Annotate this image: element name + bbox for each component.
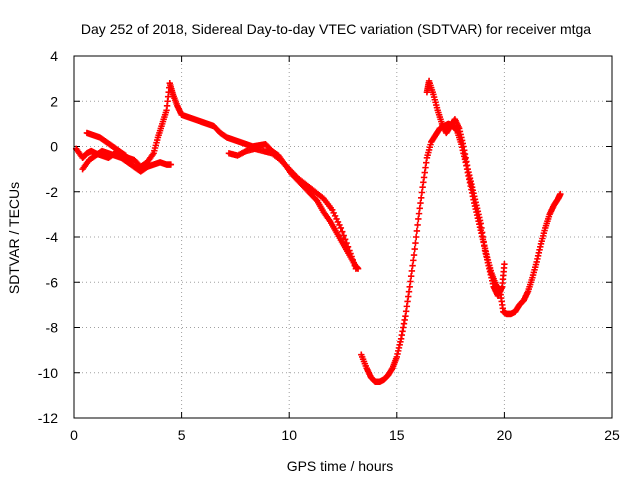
data-point — [410, 251, 418, 259]
data-point — [412, 239, 419, 247]
data-point — [351, 262, 359, 269]
data-point — [348, 253, 355, 260]
data-points — [72, 77, 564, 385]
data-point — [412, 233, 420, 241]
y-tick-label: -4 — [46, 229, 59, 245]
data-point — [347, 250, 354, 257]
grid — [74, 56, 612, 418]
data-point — [557, 190, 564, 198]
y-tick-label: -6 — [46, 274, 59, 290]
x-tick-label: 25 — [604, 427, 620, 443]
y-tick-label: -2 — [46, 184, 59, 200]
data-point — [339, 228, 346, 235]
chart-title: Day 252 of 2018, Sidereal Day-to-day VTE… — [81, 21, 591, 37]
data-point — [350, 259, 357, 266]
data-point — [344, 243, 352, 251]
data-point — [501, 260, 508, 268]
x-tick-label: 15 — [389, 427, 405, 443]
data-point — [122, 152, 129, 159]
data-point — [337, 224, 345, 232]
x-tick-label: 10 — [281, 427, 297, 443]
data-point — [411, 245, 418, 253]
x-tick-labels: 0 5 10 15 20 25 — [70, 427, 620, 443]
y-tick-label: -12 — [38, 410, 58, 426]
data-point — [341, 236, 349, 243]
x-axis-label: GPS time / hours — [287, 458, 394, 474]
x-tick-label: 5 — [178, 427, 186, 443]
data-point — [414, 221, 421, 229]
y-tick-label: -8 — [46, 320, 59, 336]
data-point — [346, 247, 353, 254]
y-tick-labels: -12 -10 -8 -6 -4 -2 0 2 4 — [38, 48, 58, 426]
plot-frame — [73, 55, 613, 419]
y-tick-label: 2 — [50, 93, 58, 109]
data-point — [413, 227, 421, 235]
y-tick-label: -10 — [38, 365, 58, 381]
y-axis-label: SDTVAR / TECUs — [6, 182, 22, 294]
x-tick-label: 0 — [70, 427, 78, 443]
x-tick-label: 20 — [497, 427, 513, 443]
data-point — [343, 239, 350, 247]
y-tick-label: 0 — [50, 139, 58, 155]
data-point — [340, 232, 347, 239]
data-point — [352, 265, 360, 272]
data-point — [167, 161, 175, 168]
data-point — [349, 256, 356, 263]
y-tick-label: 4 — [50, 48, 58, 64]
